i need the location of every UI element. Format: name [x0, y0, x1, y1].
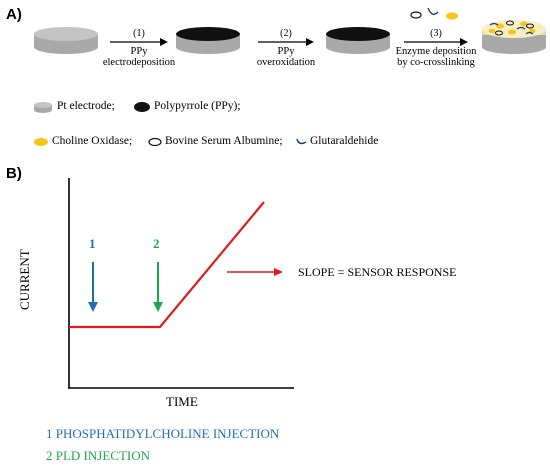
overoxidized-ppy-disk [326, 27, 390, 54]
step-2-line2: overoxidation [256, 57, 316, 68]
step-1-line1: PPy [130, 46, 148, 57]
injection-1-marker: 1 [89, 236, 96, 251]
glutaraldehide-icon [427, 7, 439, 15]
step-3-text: Enzyme deposition by co-crosslinking [378, 46, 494, 68]
slope-label: SLOPE = SENSOR RESPONSE [298, 265, 457, 279]
glutaraldehide-icon [296, 138, 307, 145]
enzyme-biosensor-disk [482, 20, 546, 54]
ppy-electrode-disk [176, 27, 240, 54]
polypyrrole-icon [134, 102, 150, 112]
choline-oxidase-icon [446, 12, 458, 20]
pt-electrode-icon [34, 102, 52, 113]
step-1-line2: electrodeposition [102, 57, 176, 68]
step-2-line1: PPy [277, 46, 295, 57]
step-3-line2: by co-crosslinking [397, 57, 475, 68]
choline-oxidase-icon [34, 138, 48, 146]
caption-phosphatidylcholine: 1 PHOSPHATIDYLCHOLINE INJECTION [46, 426, 280, 441]
panel-a-label: A) [6, 6, 22, 23]
legend-choline-oxidase: Choline Oxidase; [52, 135, 133, 147]
step-1-text: PPy electrodeposition [89, 46, 189, 68]
current-trace [69, 201, 265, 329]
legend-glutaraldehide: Glutaraldehide [310, 135, 379, 147]
legend-polypyrrole: Polypyrrole (PPy); [154, 100, 241, 112]
legend-bsa: Bovine Serum Albumine; [165, 135, 283, 147]
legend-pt-electrode: Pt electrode; [57, 100, 115, 112]
panel-b-label: B) [6, 165, 22, 182]
bsa-icon [410, 11, 422, 19]
injection-1-arrow [88, 262, 98, 312]
step-2-number: (2) [280, 28, 292, 39]
reagents-group [410, 7, 458, 20]
step-3-line1: Enzyme deposition [395, 46, 477, 57]
x-axis-label: TIME [166, 394, 198, 409]
injection-2-arrow [153, 262, 163, 312]
pt-electrode-disk [34, 27, 98, 54]
injection-2-marker: 2 [153, 236, 160, 251]
y-axis-label: CURRENT [17, 249, 32, 310]
slope-arrow [227, 268, 283, 276]
caption-pld: 2 PLD INJECTION [46, 448, 150, 463]
bsa-icon [148, 137, 162, 147]
legend-icons [34, 102, 307, 147]
step-arrows [110, 38, 468, 46]
step-1-number: (1) [133, 28, 145, 39]
step-3-number: (3) [430, 28, 442, 39]
step-2-text: PPy overoxidation [236, 46, 336, 68]
